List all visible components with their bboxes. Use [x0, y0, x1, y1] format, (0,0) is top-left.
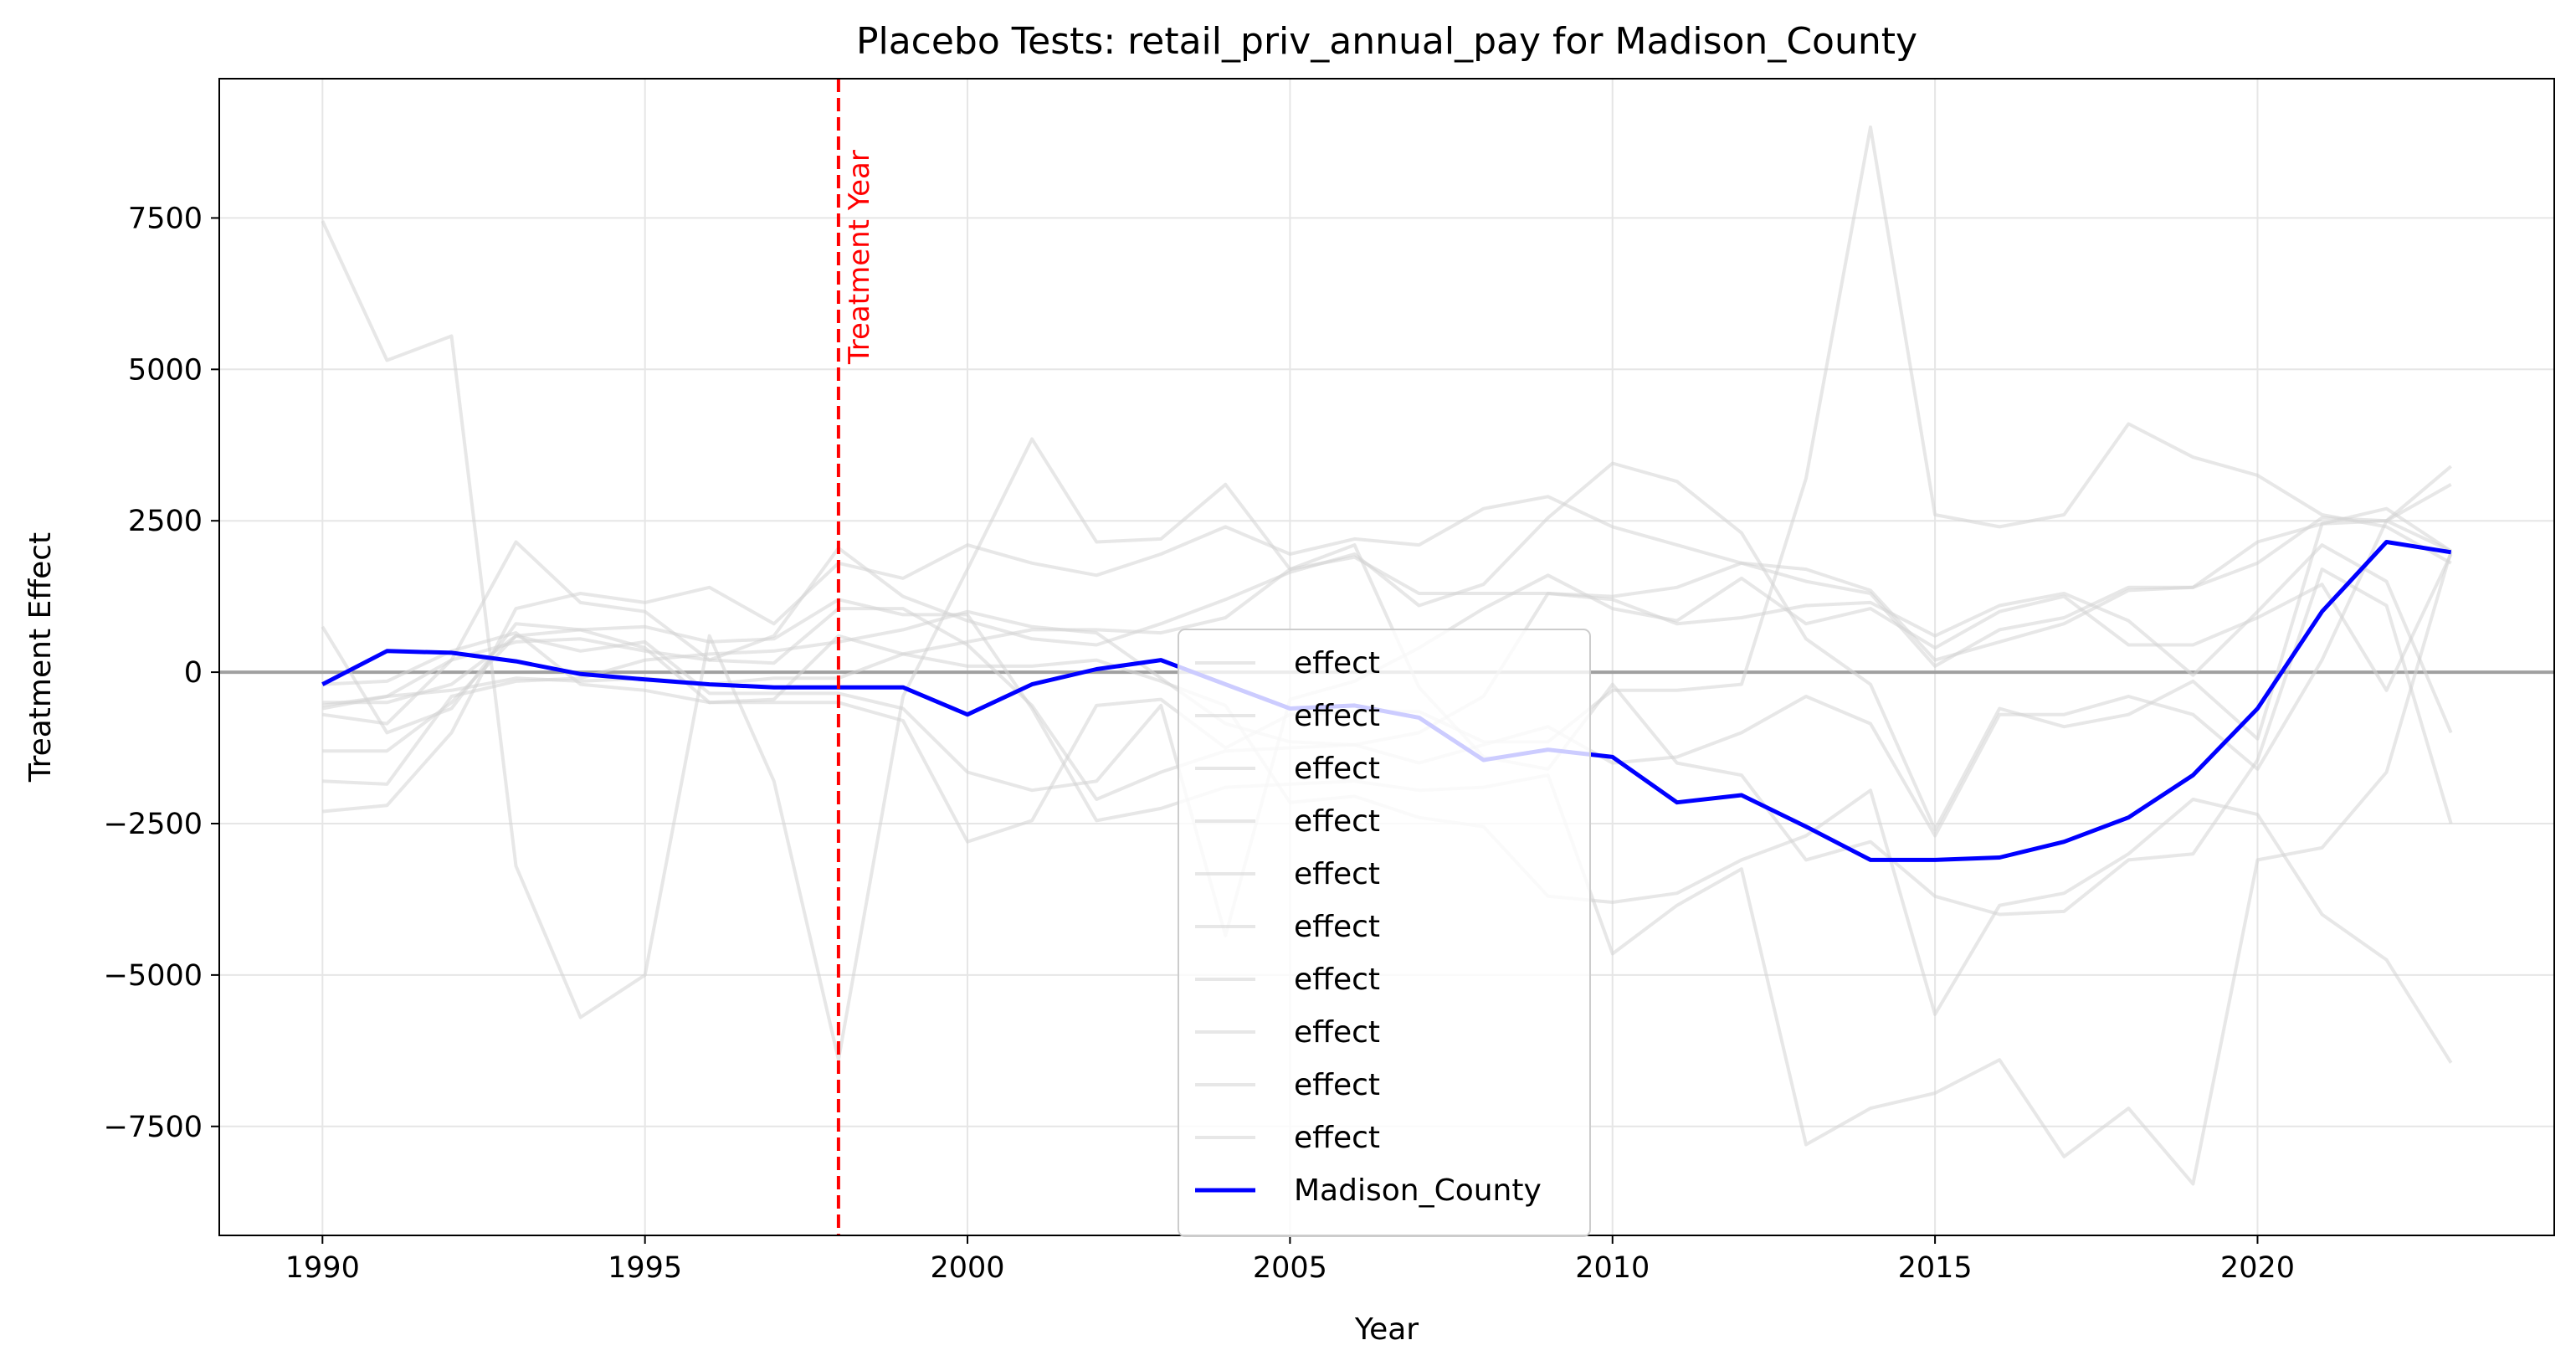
legend-label: effect: [1294, 752, 1380, 786]
legend-label: effect: [1294, 857, 1380, 891]
y-axis-ticks: −7500 −5000 −2500 0 2500 5000 7500: [104, 202, 219, 1144]
y-tick-label: −7500: [104, 1111, 203, 1144]
legend-label: effect: [1294, 963, 1380, 997]
legend-label: effect: [1294, 910, 1380, 944]
legend-label: effect: [1294, 1121, 1380, 1155]
legend-label: effect: [1294, 699, 1380, 733]
y-tick-label: 5000: [128, 353, 203, 387]
y-axis-label: Treatment Effect: [23, 532, 58, 783]
legend-box: [1178, 629, 1591, 1237]
x-tick-label: 1990: [285, 1251, 360, 1285]
treatment-year-label: Treatment Year: [843, 150, 876, 365]
y-tick-label: −5000: [104, 959, 203, 993]
legend: effect effect effect effect effect effect effe…: [1178, 629, 1591, 1237]
legend-label: effect: [1294, 804, 1380, 839]
legend-label: effect: [1294, 646, 1380, 680]
treatment-year-group: Treatment Year: [836, 79, 876, 1235]
legend-label: Madison_County: [1294, 1173, 1542, 1208]
x-tick-label: 2000: [930, 1251, 1004, 1285]
legend-label: effect: [1294, 1068, 1380, 1102]
x-tick-label: 2005: [1253, 1251, 1327, 1285]
x-tick-label: 1995: [608, 1251, 682, 1285]
y-tick-label: 7500: [128, 202, 203, 235]
placebo-series-line-1: [321, 220, 2453, 1062]
y-tick-label: 0: [184, 656, 203, 690]
chart-title: Placebo Tests: retail_priv_annual_pay fo…: [856, 20, 1917, 63]
x-tick-label: 2020: [2220, 1251, 2295, 1285]
x-tick-label: 2010: [1575, 1251, 1650, 1285]
y-tick-label: 2500: [128, 505, 203, 538]
x-tick-label: 2015: [1898, 1251, 1973, 1285]
x-axis-label: Year: [1354, 1312, 1419, 1347]
legend-label: effect: [1294, 1015, 1380, 1050]
y-tick-label: −2500: [104, 808, 203, 841]
x-axis-ticks: 1990 1995 2000 2005 2010 2015 2020: [285, 1235, 2295, 1285]
